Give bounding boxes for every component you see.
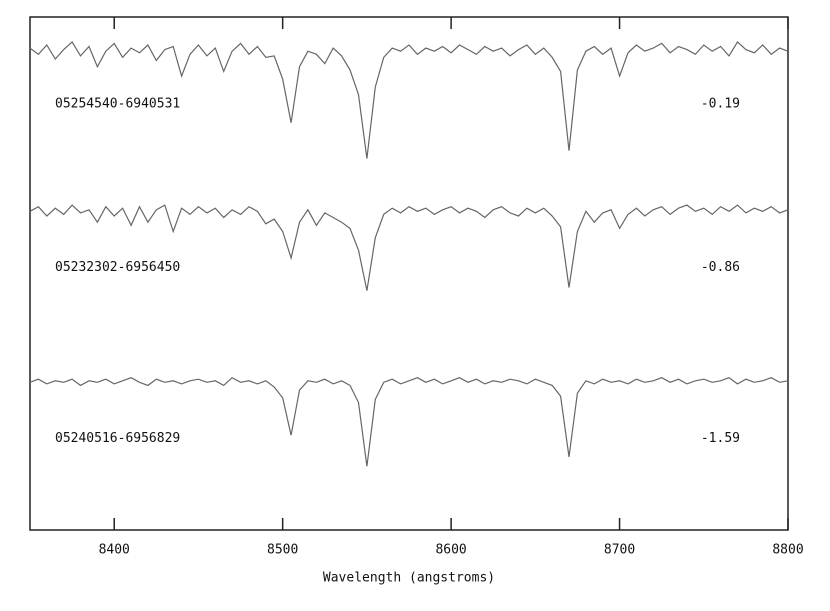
spectrum-line <box>29 204 789 291</box>
x-tick-label: 8800 <box>772 543 803 558</box>
series-annotation: -0.19 <box>701 97 740 112</box>
spectrum-line <box>29 40 789 159</box>
x-tick-label: 8500 <box>267 543 298 558</box>
x-axis-label: Wavelength (angstroms) <box>323 571 495 586</box>
x-tick-label: 8700 <box>604 543 635 558</box>
series-name: 05240516-6956829 <box>55 431 180 446</box>
series-name: 05232302-6956450 <box>55 260 180 275</box>
x-tick-label: 8600 <box>435 543 466 558</box>
x-tick-label: 8400 <box>99 543 130 558</box>
spectrum-line <box>29 376 789 467</box>
plot-frame <box>29 16 789 531</box>
series-annotation: -1.59 <box>701 431 740 446</box>
series-annotation: -0.86 <box>701 260 740 275</box>
series-name: 05254540-6940531 <box>55 97 180 112</box>
